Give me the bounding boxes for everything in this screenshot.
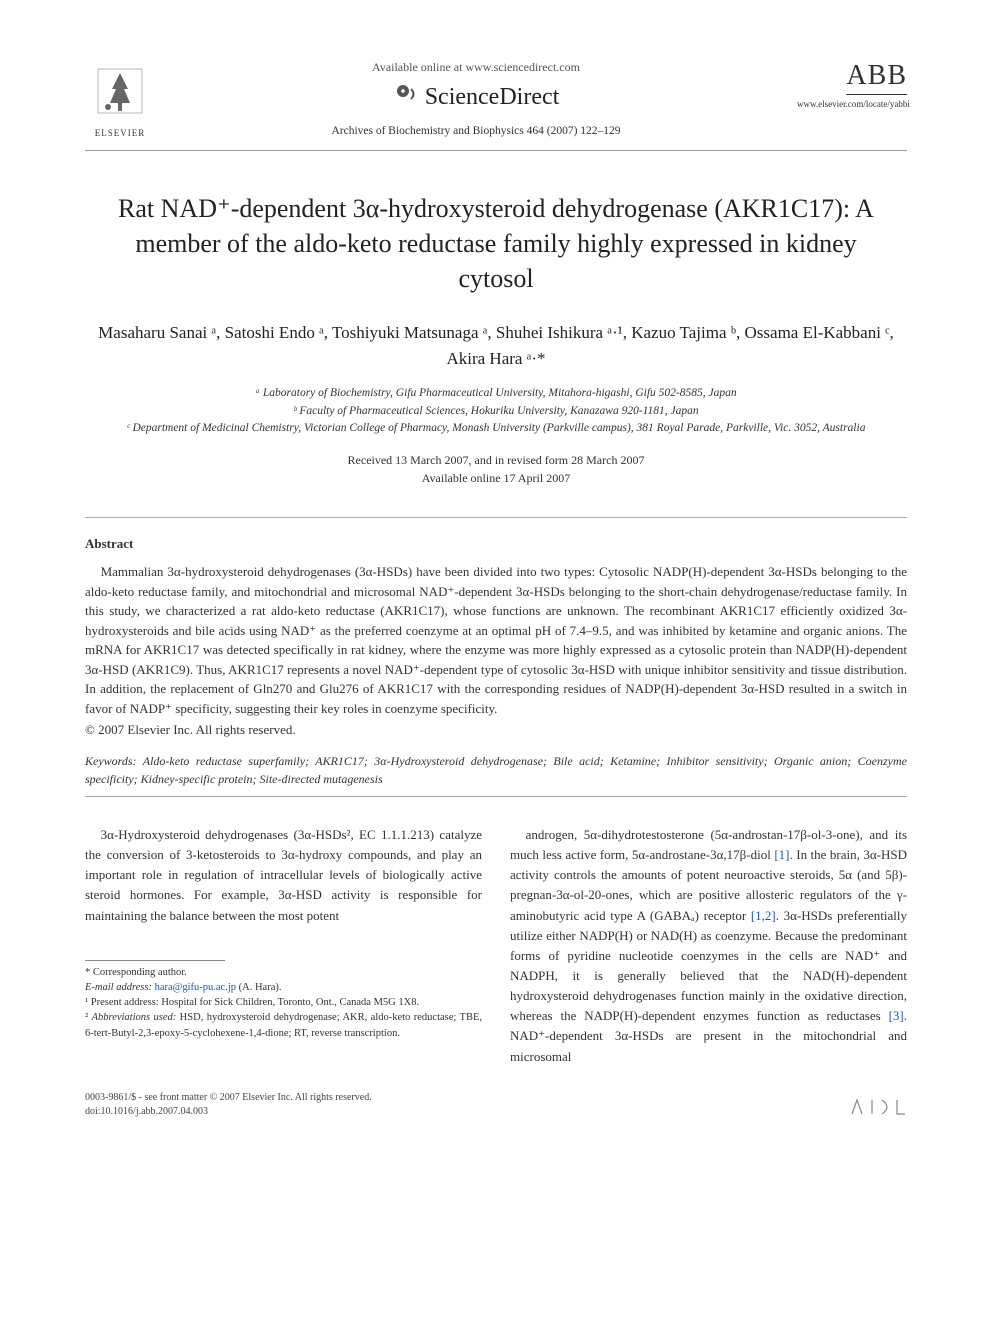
column-left: 3α-Hydroxysteroid dehydrogenases (3α-HSD… (85, 825, 482, 1067)
abb-journal-abbrev: ABB (846, 60, 907, 95)
affiliation-b: ᵇ Faculty of Pharmaceutical Sciences, Ho… (85, 403, 907, 420)
footnote-2: ² Abbreviations used: HSD, hydroxysteroi… (85, 1010, 482, 1040)
affiliation-c: ᶜ Department of Medicinal Chemistry, Vic… (85, 420, 907, 437)
elsevier-label: ELSEVIER (95, 128, 146, 138)
dates-block: Received 13 March 2007, and in revised f… (85, 451, 907, 487)
footnote-email-line: E-mail address: hara@gifu-pu.ac.jp (A. H… (85, 980, 482, 995)
authors-line: Masaharu Sanai ᵃ, Satoshi Endo ᵃ, Toshiy… (85, 320, 907, 371)
footnote-corresponding: * Corresponding author. (85, 965, 482, 980)
body-columns: 3α-Hydroxysteroid dehydrogenases (3α-HSD… (85, 825, 907, 1067)
abstract-copyright: © 2007 Elsevier Inc. All rights reserved… (85, 722, 907, 738)
column-right: androgen, 5α-dihydrotestosterone (5α-and… (510, 825, 907, 1067)
abstract-top-rule (85, 517, 907, 518)
body-para-right: androgen, 5α-dihydrotestosterone (5α-and… (510, 825, 907, 1067)
keywords-block: Keywords: Aldo-keto reductase superfamil… (85, 752, 907, 788)
doi-line: doi:10.1016/j.abb.2007.04.003 (85, 1105, 372, 1119)
available-online-text: Available online at www.sciencedirect.co… (175, 60, 777, 75)
center-header: Available online at www.sciencedirect.co… (155, 60, 797, 137)
affiliations-block: ᵃ Laboratory of Biochemistry, Gifu Pharm… (85, 385, 907, 437)
footer-right (847, 1096, 907, 1119)
online-date: Available online 17 April 2007 (85, 469, 907, 487)
journal-url: www.elsevier.com/locate/yabbi (797, 99, 907, 109)
sciencedirect-icon (393, 81, 419, 113)
footnotes-block: * Corresponding author. E-mail address: … (85, 960, 482, 1041)
email-who: (A. Hara). (239, 982, 282, 993)
footer-left: 0003-9861/$ - see front matter © 2007 El… (85, 1091, 372, 1119)
front-matter-line: 0003-9861/$ - see front matter © 2007 El… (85, 1091, 372, 1105)
body-para-left: 3α-Hydroxysteroid dehydrogenases (3α-HSD… (85, 825, 482, 926)
keywords-list: Aldo-keto reductase superfamily; AKR1C17… (85, 754, 907, 786)
journal-reference: Archives of Biochemistry and Biophysics … (175, 125, 777, 137)
header-rule (85, 150, 907, 151)
elsevier-tree-icon (92, 63, 148, 124)
footnote-1: ¹ Present address: Hospital for Sick Chi… (85, 995, 482, 1010)
abstract-body: Mammalian 3α-hydroxysteroid dehydrogenas… (85, 562, 907, 718)
affiliation-a: ᵃ Laboratory of Biochemistry, Gifu Pharm… (85, 385, 907, 402)
keywords-label: Keywords: (85, 754, 137, 768)
email-link[interactable]: hara@gifu-pu.ac.jp (155, 982, 236, 993)
abb-logo-block: ABB www.elsevier.com/locate/yabbi (797, 60, 907, 109)
elsevier-logo: ELSEVIER (85, 60, 155, 140)
sciencedirect-text: ScienceDirect (425, 84, 560, 111)
article-title: Rat NAD⁺-dependent 3α-hydroxysteroid deh… (105, 191, 887, 296)
footnote-rule (85, 960, 225, 961)
received-date: Received 13 March 2007, and in revised f… (85, 451, 907, 469)
abstract-heading: Abstract (85, 536, 907, 552)
paper-page: ELSEVIER Available online at www.science… (0, 0, 992, 1159)
header-row: ELSEVIER Available online at www.science… (85, 60, 907, 140)
sciencedirect-brand: ScienceDirect (175, 81, 777, 113)
abstract-bottom-rule (85, 796, 907, 797)
page-footer: 0003-9861/$ - see front matter © 2007 El… (85, 1091, 907, 1119)
footnote-2-text: ² Abbreviations used: HSD, hydroxysteroi… (85, 1012, 482, 1038)
email-label: E-mail address: (85, 982, 152, 993)
elsevier-footer-icon (847, 1096, 907, 1116)
